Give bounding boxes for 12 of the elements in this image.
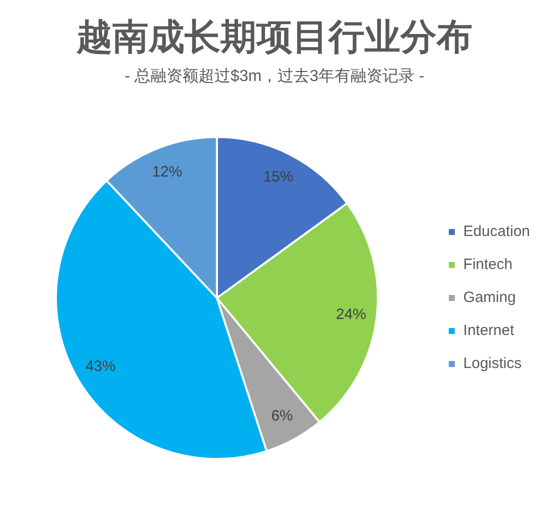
chart-subtitle: - 总融资额超过$3m，过去3年有融资记录 - bbox=[124, 67, 426, 87]
data-label: 6% bbox=[271, 408, 293, 425]
legend-label: Fintech bbox=[463, 256, 512, 274]
data-label: 12% bbox=[152, 163, 182, 180]
legend-label: Logistics bbox=[463, 355, 522, 372]
data-label: 15% bbox=[263, 168, 294, 186]
chart-title: 越南成长期项目行业分布 bbox=[75, 16, 474, 57]
legend-label: Education bbox=[463, 223, 530, 240]
data-label: 24% bbox=[336, 306, 366, 324]
data-label: 43% bbox=[85, 358, 116, 375]
legend-label: Gaming bbox=[463, 289, 516, 306]
legend-label: Internet bbox=[463, 322, 515, 340]
